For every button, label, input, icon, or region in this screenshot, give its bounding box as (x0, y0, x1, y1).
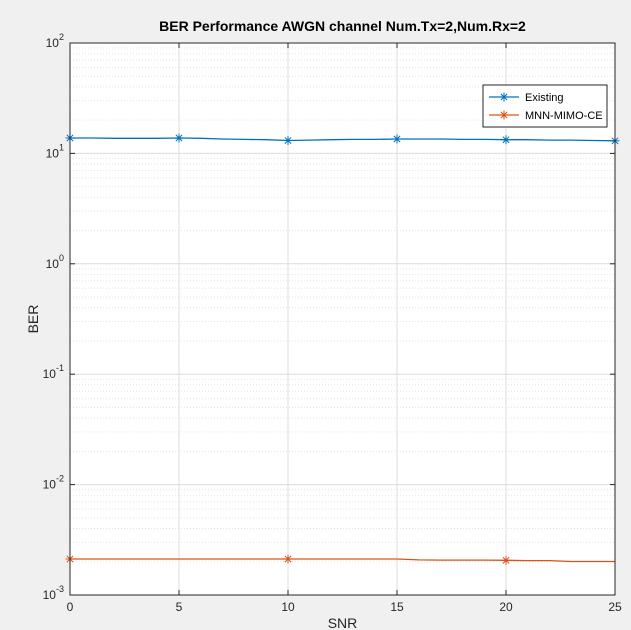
series-marker-1 (283, 135, 293, 145)
x-axis-ticks: 0 5 10 15 20 25 (67, 43, 622, 614)
legend-label: Existing (525, 92, 564, 104)
plot-area (70, 43, 615, 595)
y-axis-ticks: 102 101 100 10-1 10-2 10-3 (43, 32, 615, 602)
minor-grid (70, 47, 615, 563)
y-tick-label: 102 (46, 32, 64, 50)
legend-marker (499, 92, 509, 102)
series-marker-1 (174, 133, 184, 143)
x-tick-label: 0 (67, 600, 74, 614)
legend-marker (499, 110, 509, 120)
series-marker-1 (392, 134, 402, 144)
series-line-1 (70, 137, 616, 142)
plot-frame (69, 42, 616, 596)
series-line-2 (70, 558, 615, 563)
series-marker-2 (501, 555, 511, 565)
x-tick-label: 10 (281, 600, 295, 614)
y-axis-label: BER (25, 305, 41, 334)
x-axis-label: SNR (328, 615, 358, 630)
y-tick-label: 10-1 (43, 363, 64, 381)
x-tick-label: 20 (499, 600, 513, 614)
series-marker-1 (501, 135, 511, 145)
legend-box (482, 84, 608, 128)
chart-title: BER Performance AWGN channel Num.Tx=2,Nu… (159, 18, 526, 34)
x-tick-label: 15 (390, 600, 404, 614)
x-tick-label: 5 (176, 600, 183, 614)
series-marker-2 (283, 554, 293, 564)
y-tick-label: 10-2 (43, 474, 64, 492)
legend: Existing MNN-MIMO-CE (482, 84, 608, 128)
legend-label: MNN-MIMO-CE (525, 110, 603, 122)
series-layer (65, 133, 620, 565)
y-tick-label: 10-3 (43, 584, 64, 602)
y-tick-label: 101 (46, 142, 64, 160)
y-tick-label: 100 (46, 253, 64, 271)
x-tick-label: 25 (608, 600, 622, 614)
